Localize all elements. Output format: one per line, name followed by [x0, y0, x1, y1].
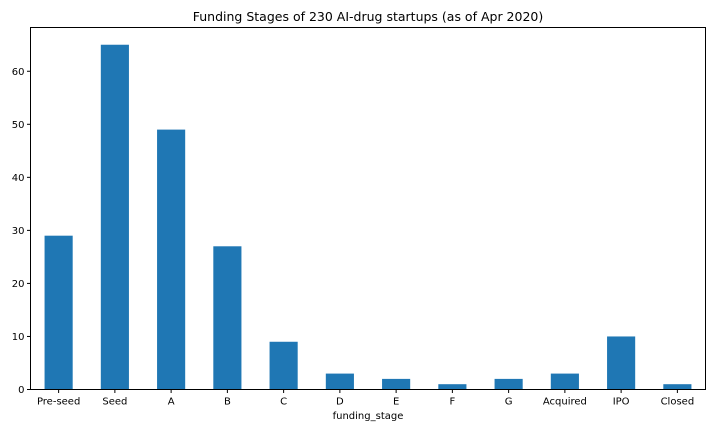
bar-ipo [607, 336, 636, 390]
bar-closed [663, 384, 692, 390]
bar-d [325, 373, 354, 390]
x-tick-label: Pre-seed [37, 397, 80, 408]
y-tick-label: 0 [18, 385, 24, 396]
x-tick-label: A [168, 397, 175, 408]
bar-c [269, 341, 298, 390]
bar-e [382, 378, 411, 390]
chart-title: Funding Stages of 230 AI-drug startups (… [193, 9, 544, 24]
bar-a [157, 129, 186, 390]
y-axis: 0 10 20 30 40 50 60 [12, 67, 31, 396]
x-tick-label: Acquired [543, 397, 587, 408]
plot-frame [30, 27, 706, 390]
y-tick-label: 10 [12, 332, 25, 343]
x-tick-label: B [224, 397, 231, 408]
bar-pre-seed [44, 235, 73, 390]
bar-acquired [550, 373, 579, 390]
bar-g [494, 378, 523, 390]
bar-b [213, 246, 242, 390]
bar-seed [100, 44, 129, 390]
bar-f [438, 384, 467, 390]
bars-group [44, 44, 692, 390]
x-tick-label: E [393, 397, 399, 408]
x-tick-label: C [280, 397, 287, 408]
x-tick-label: Seed [102, 397, 127, 408]
x-tick-label: D [336, 397, 344, 408]
x-tick-label: G [505, 397, 513, 408]
y-tick-label: 40 [12, 173, 25, 184]
x-axis-label: funding_stage [333, 411, 404, 422]
y-tick-label: 30 [12, 226, 25, 237]
x-tick-label: Closed [661, 397, 695, 408]
y-tick-label: 60 [12, 67, 25, 78]
x-tick-label: IPO [613, 397, 630, 408]
x-axis: Pre-seed Seed A B C D E F G Acquired IPO Closed [37, 389, 695, 408]
y-tick-label: 50 [12, 120, 25, 131]
y-tick-label: 20 [12, 279, 25, 290]
x-tick-label: F [449, 397, 455, 408]
